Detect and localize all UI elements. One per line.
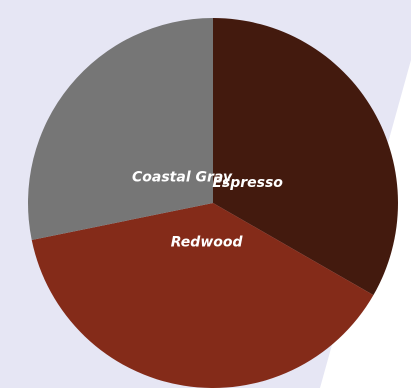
pie-label-redwood: Redwood [171,234,244,250]
pie-slices [28,18,398,388]
pie-label-coastal-gray: Coastal Gray [132,170,233,186]
pie-slice-espresso [213,18,398,296]
pie-label-espresso: Espresso [212,175,283,191]
pie-slice-coastal-gray [28,18,213,240]
pie-slice-redwood [31,203,374,388]
pie-labels: Espresso Redwood Coastal Gray [132,170,283,251]
